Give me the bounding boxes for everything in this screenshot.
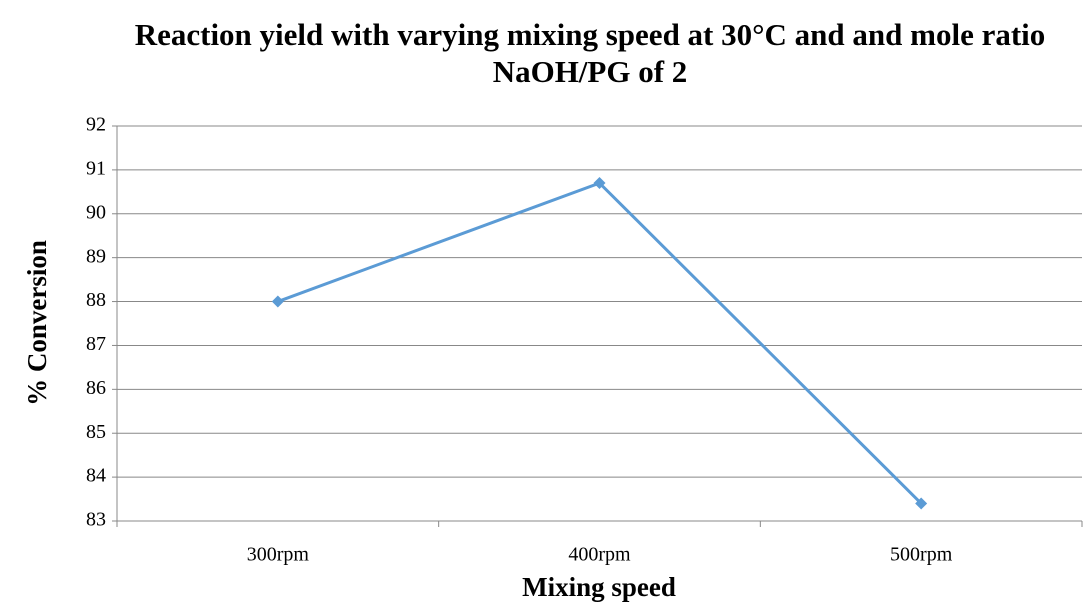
data-point xyxy=(915,497,928,510)
chart-title: Reaction yield with varying mixing speed… xyxy=(134,17,1046,89)
y-tick-label: 87 xyxy=(86,333,106,355)
y-tick-label: 88 xyxy=(86,289,106,311)
y-tick-label: 85 xyxy=(86,421,106,443)
x-tick-label: 400rpm xyxy=(568,544,631,566)
x-axis-label: Mixing speed xyxy=(522,572,676,602)
data-line xyxy=(277,181,923,505)
y-tick-label: 91 xyxy=(86,157,106,179)
y-tick-label: 86 xyxy=(86,377,106,399)
y-tick-label: 83 xyxy=(86,509,106,531)
y-tick-label: 90 xyxy=(86,201,106,223)
data-point xyxy=(593,177,606,190)
y-tick-label: 84 xyxy=(86,465,106,487)
y-axis-label: % Conversion xyxy=(22,240,52,406)
y-tick-label: 89 xyxy=(86,245,106,267)
data-point xyxy=(271,295,284,308)
y-tick-label: 92 xyxy=(86,114,106,136)
x-tick-label: 500rpm xyxy=(890,544,953,566)
x-tick-label: 300rpm xyxy=(247,544,310,566)
